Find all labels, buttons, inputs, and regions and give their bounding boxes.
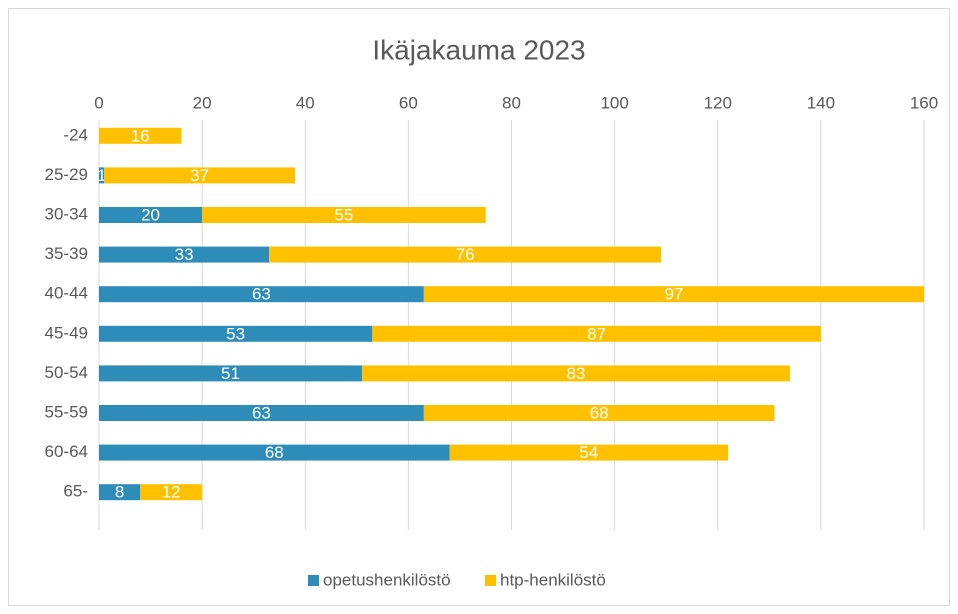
y-tick-label: 60-64: [45, 442, 88, 461]
x-tick-label: 60: [399, 93, 418, 112]
bar-segment: [99, 286, 424, 303]
legend-label: htp-henkilöstö: [500, 570, 606, 589]
x-tick-label: 40: [296, 93, 315, 112]
x-tick-label: 20: [193, 93, 212, 112]
data-label: 87: [587, 324, 606, 343]
y-tick-label: -24: [63, 125, 88, 144]
x-tick-label: 0: [94, 93, 103, 112]
y-tick-label: 35-39: [45, 244, 88, 263]
bar-segment: [423, 286, 924, 303]
data-label: 68: [590, 403, 609, 422]
data-label: 55: [334, 205, 353, 224]
y-tick-label: 45-49: [45, 323, 88, 342]
bar-segment: [269, 246, 662, 263]
chart-border: [8, 8, 950, 606]
bar-segment: [99, 127, 182, 144]
data-label: 97: [664, 285, 683, 304]
x-tick-label: 140: [807, 93, 835, 112]
y-tick-label: 30-34: [45, 204, 88, 223]
bar-segment: [423, 405, 775, 421]
bar-segment: [99, 207, 203, 223]
y-tick-label: 65-: [63, 482, 88, 501]
bar-segment: [372, 325, 821, 342]
data-label: 12: [162, 483, 181, 502]
bar-segment: [99, 365, 362, 382]
data-label: 83: [566, 364, 585, 383]
bar-segment: [99, 246, 270, 263]
bar-segment: [104, 167, 295, 184]
bar-segment: [99, 484, 141, 501]
y-tick-label: 50-54: [45, 363, 88, 382]
bar-segment: [99, 405, 424, 421]
chart-title: Ikäjakauma 2023: [372, 34, 585, 65]
data-label: 63: [252, 285, 271, 304]
legend-swatch: [485, 575, 496, 586]
y-tick-label: 55-59: [45, 402, 88, 421]
bar-segment: [99, 325, 373, 342]
bar-segment: [202, 207, 486, 223]
x-tick-label: 80: [502, 93, 521, 112]
data-label: 63: [252, 403, 271, 422]
bar-segment: [140, 484, 203, 501]
data-label: 37: [190, 166, 209, 185]
y-tick-label: 25-29: [45, 165, 88, 184]
bar-segment: [361, 365, 790, 382]
data-label: 53: [226, 324, 245, 343]
data-label: 51: [221, 364, 240, 383]
data-label: 68: [265, 443, 284, 462]
data-label: 54: [579, 443, 598, 462]
bar-segment: [449, 444, 729, 461]
legend-label: opetushenkilöstö: [323, 570, 451, 589]
data-label: 8: [115, 483, 124, 502]
bar-segment: [99, 167, 105, 184]
data-label: 76: [456, 245, 475, 264]
x-tick-label: 120: [704, 93, 732, 112]
y-tick-label: 40-44: [45, 284, 88, 303]
data-label: 20: [141, 205, 160, 224]
x-tick-label: 160: [910, 93, 938, 112]
data-label: 33: [175, 245, 194, 264]
data-label: 1: [97, 166, 106, 185]
bar-segment: [99, 444, 450, 461]
data-label: 16: [131, 126, 150, 145]
legend-swatch: [308, 575, 319, 586]
x-tick-label: 100: [600, 93, 628, 112]
